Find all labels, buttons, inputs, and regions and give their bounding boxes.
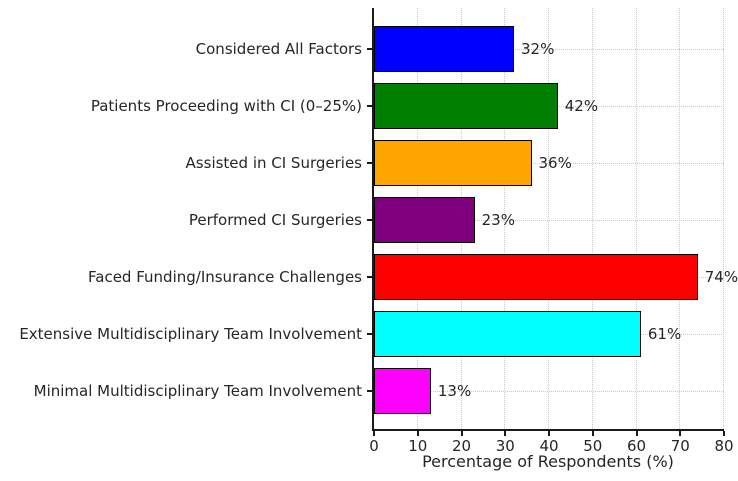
horizontal-gridline (374, 391, 724, 392)
x-tick-mark (460, 431, 463, 436)
bar (374, 140, 532, 186)
vertical-gridline (591, 8, 593, 429)
x-tick-mark (723, 431, 725, 436)
x-tick-mark (591, 431, 594, 436)
x-axis-label: Percentage of Respondents (%) (422, 452, 674, 471)
category-label: Assisted in CI Surgeries (185, 154, 362, 172)
horizontal-gridline (374, 49, 724, 50)
y-tick-mark (367, 48, 372, 50)
value-label: 13% (437, 382, 472, 400)
y-tick-mark (367, 162, 372, 164)
bar (374, 368, 431, 414)
value-label: 32% (521, 40, 555, 58)
x-tick-label: 40 (539, 437, 559, 455)
value-label: 36% (538, 154, 572, 172)
vertical-gridline (679, 8, 681, 429)
x-tick-label: 60 (626, 437, 647, 455)
value-label: 42% (564, 97, 599, 115)
bar (374, 83, 558, 129)
y-tick-mark (367, 219, 372, 221)
value-label: 74% (704, 268, 738, 286)
x-tick-mark (504, 431, 507, 436)
x-tick-mark (373, 431, 375, 436)
vertical-gridline (635, 8, 637, 429)
x-tick-label: 70 (670, 437, 690, 455)
x-tick-label: 30 (495, 437, 515, 455)
category-label: Considered All Factors (195, 40, 362, 58)
category-label: Patients Proceeding with CI (0–25%) (90, 97, 362, 115)
x-tick-mark (548, 431, 550, 436)
vertical-gridline (548, 8, 549, 429)
value-label: 61% (647, 325, 682, 343)
horizontal-gridline (374, 220, 724, 221)
bar (374, 254, 698, 300)
bar (374, 197, 475, 243)
bar (374, 311, 641, 357)
category-label: Performed CI Surgeries (188, 211, 362, 229)
vertical-gridline (723, 8, 724, 429)
x-tick-label: 20 (451, 437, 472, 455)
y-tick-mark (367, 276, 372, 278)
vertical-gridline (504, 8, 506, 429)
y-tick-mark (367, 333, 372, 335)
horizontal-gridline (374, 163, 724, 164)
category-label: Extensive Multidisciplinary Team Involve… (19, 325, 362, 343)
category-label: Minimal Multidisciplinary Team Involveme… (33, 382, 362, 400)
value-label: 23% (481, 211, 515, 229)
category-label: Faced Funding/Insurance Challenges (88, 268, 362, 286)
x-tick-label: 0 (369, 437, 379, 455)
x-tick-label: 10 (408, 437, 428, 455)
x-tick-mark (416, 431, 419, 436)
y-tick-mark (367, 390, 372, 392)
x-tick-mark (635, 431, 638, 436)
bar (374, 26, 514, 72)
x-tick-label: 80 (714, 437, 734, 455)
x-tick-label: 50 (583, 437, 603, 455)
x-tick-mark (679, 431, 682, 436)
plot-area: 32% 42% 36% 23% 74% 61% 13% (372, 8, 738, 431)
y-tick-mark (367, 105, 372, 107)
